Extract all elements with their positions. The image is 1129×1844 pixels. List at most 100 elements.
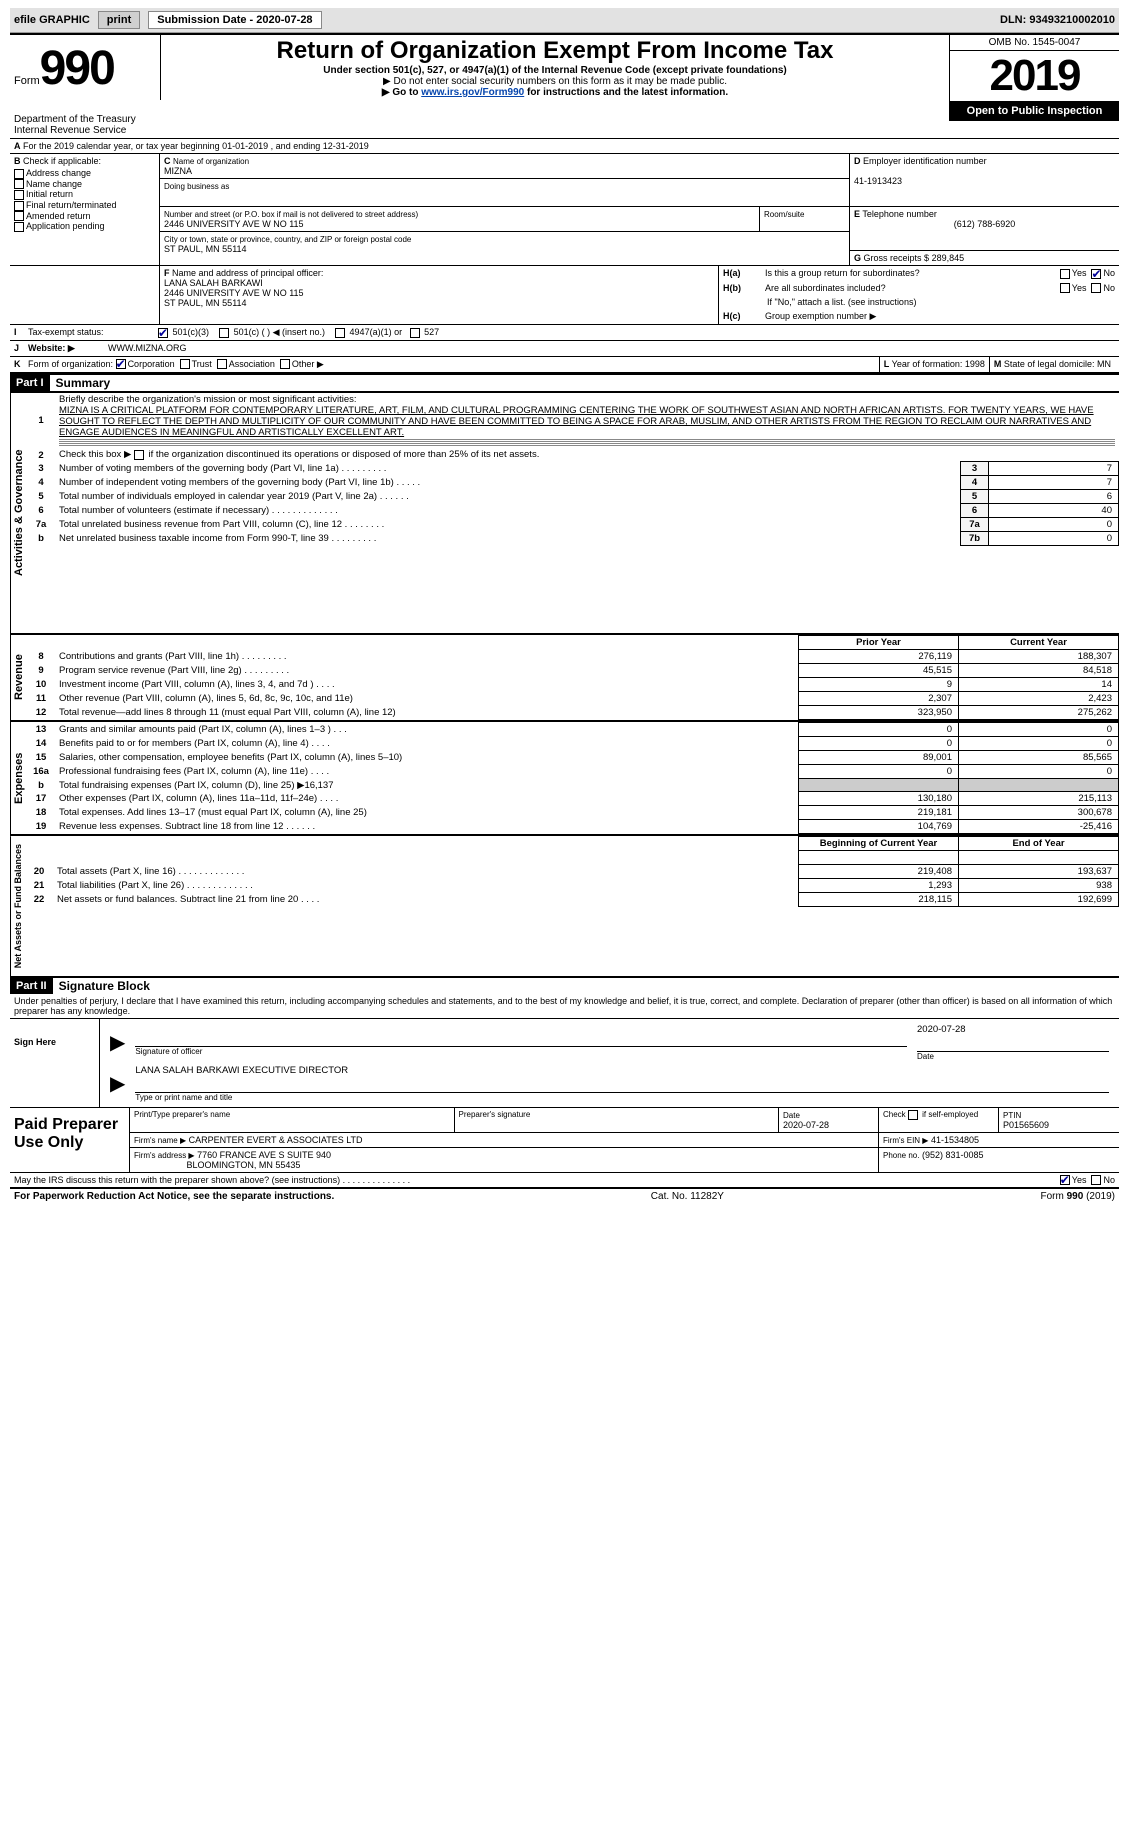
part-ii-title: Signature Block (53, 979, 150, 993)
website-value: WWW.MIZNA.ORG (108, 343, 187, 354)
cb-label: Initial return (26, 189, 73, 199)
curr-val: 14 (959, 678, 1119, 692)
m-prefix: M (994, 359, 1002, 369)
mission-text: MIZNA IS A CRITICAL PLATFORM FOR CONTEMP… (59, 405, 1094, 438)
dept-irs: Internal Revenue Service (14, 125, 154, 136)
cb-label: Application pending (26, 221, 105, 231)
instructions-link[interactable]: www.irs.gov/Form990 (421, 87, 524, 98)
ha-yes-checkbox[interactable] (1060, 269, 1070, 279)
box-c: C Name of organization MIZNA Doing busin… (160, 154, 849, 265)
line-a-text: For the 2019 calendar year, or tax year … (23, 141, 369, 151)
prior-val: 45,515 (799, 664, 959, 678)
cb-discontinued[interactable] (134, 450, 144, 460)
cb-other[interactable] (280, 359, 290, 369)
d-prefix: D (854, 156, 861, 166)
firm-name-label: Firm's name ▶ (134, 1136, 186, 1145)
cb-initial-return[interactable]: Initial return (14, 189, 155, 200)
curr-val: 0 (959, 737, 1119, 751)
ha-label: H(a) (723, 268, 765, 279)
line-text: Grants and similar amounts paid (Part IX… (55, 723, 799, 737)
part-i-bar: Part I (10, 375, 50, 391)
page-footer: For Paperwork Reduction Act Notice, see … (10, 1187, 1119, 1204)
open-inspection: Open to Public Inspection (950, 101, 1119, 121)
line-a-prefix: A (14, 141, 21, 151)
ptin-val: P01565609 (1003, 1120, 1049, 1130)
prior-val: 0 (799, 737, 959, 751)
line-text: Revenue less expenses. Subtract line 18 … (55, 820, 799, 834)
omb-number: OMB No. 1545-0047 (950, 35, 1119, 51)
line-2: 2 Check this box ▶ if the organization d… (27, 448, 1119, 462)
col-end: End of Year (959, 837, 1119, 851)
cb-self-employed[interactable] (908, 1110, 918, 1120)
firm-ein-label: Firm's EIN ▶ (883, 1136, 928, 1145)
self-employed: Check if self-employed (879, 1108, 999, 1132)
ha-no-checkbox[interactable] (1091, 269, 1101, 279)
expenses-group: Expenses 13Grants and similar amounts pa… (10, 720, 1119, 834)
end-val: 938 (959, 879, 1119, 893)
cb-501c3[interactable] (158, 328, 168, 338)
tax-year: 2019 (950, 51, 1119, 101)
firm-phone-val: (952) 831-0085 (922, 1150, 984, 1160)
part-ii-bar: Part II (10, 978, 53, 994)
opt-other: Other ▶ (292, 359, 324, 370)
g-prefix: G (854, 253, 861, 263)
line-16a: 16aProfessional fundraising fees (Part I… (27, 765, 1119, 779)
footer-form-no: 990 (1067, 1191, 1084, 1202)
discuss-no-checkbox[interactable] (1091, 1175, 1101, 1185)
prior-val: 104,769 (799, 820, 959, 834)
line-val: 40 (989, 504, 1119, 518)
firm-ein-val: 41-1534805 (931, 1135, 979, 1145)
line-text: Contributions and grants (Part VIII, lin… (55, 650, 799, 664)
cb-label: Amended return (26, 211, 91, 221)
hb-text: Are all subordinates included? (765, 283, 1005, 294)
firm-addr2: BLOOMINGTON, MN 55435 (187, 1160, 301, 1170)
hb-yes-checkbox[interactable] (1060, 283, 1070, 293)
beg-val: 1,293 (799, 879, 959, 893)
line2-text: Check this box ▶ if the organization dis… (59, 449, 539, 460)
cb-label: Final return/terminated (26, 200, 117, 210)
footer-left: For Paperwork Reduction Act Notice, see … (14, 1191, 334, 1202)
firm-addr1: 7760 FRANCE AVE S SUITE 940 (197, 1150, 331, 1160)
opt-4947: 4947(a)(1) or (350, 327, 403, 337)
prior-val: 9 (799, 678, 959, 692)
line-14: 14Benefits paid to or for members (Part … (27, 737, 1119, 751)
cb-final-return[interactable]: Final return/terminated (14, 200, 155, 211)
c-name-label: Name of organization (173, 157, 249, 166)
prior-val (799, 779, 959, 792)
cb-address-change[interactable]: Address change (14, 168, 155, 179)
cb-4947[interactable] (335, 328, 345, 338)
print-button[interactable]: print (98, 11, 140, 29)
line-9: 9Program service revenue (Part VIII, lin… (27, 664, 1119, 678)
cb-corporation[interactable] (116, 359, 126, 369)
title-block: Return of Organization Exempt From Incom… (160, 35, 949, 100)
discuss-yes-checkbox[interactable] (1060, 1175, 1070, 1185)
cb-trust[interactable] (180, 359, 190, 369)
cb-application-pending[interactable]: Application pending (14, 221, 155, 232)
line-val: 7 (989, 462, 1119, 476)
h-ifno: If "No," attach a list. (see instruction… (719, 295, 1119, 309)
k-prefix: K (14, 359, 28, 370)
c-prefix: C (164, 156, 171, 166)
m-label: State of legal domicile: (1004, 359, 1095, 369)
line-3: 3Number of voting members of the governi… (27, 462, 1119, 476)
line-text: Total unrelated business revenue from Pa… (55, 518, 961, 532)
line-text: Number of voting members of the governin… (55, 462, 961, 476)
pp-date-val: 2020-07-28 (783, 1120, 829, 1130)
note2-post: for instructions and the latest informat… (524, 87, 728, 98)
note-link-line: ▶ Go to www.irs.gov/Form990 for instruct… (167, 87, 943, 98)
hb-no-checkbox[interactable] (1091, 283, 1101, 293)
cb-name-change[interactable]: Name change (14, 179, 155, 190)
line-18: 18Total expenses. Add lines 13–17 (must … (27, 806, 1119, 820)
sign-here-label: Sign Here (10, 1019, 100, 1107)
curr-val: 275,262 (959, 706, 1119, 720)
cb-501c[interactable] (219, 328, 229, 338)
cb-amended-return[interactable]: Amended return (14, 211, 155, 222)
curr-val: -25,416 (959, 820, 1119, 834)
curr-val: 84,518 (959, 664, 1119, 678)
city-value: ST PAUL, MN 55114 (164, 244, 247, 254)
cb-527[interactable] (410, 328, 420, 338)
pp-date-label: Date (783, 1111, 800, 1120)
cb-association[interactable] (217, 359, 227, 369)
l-val: 1998 (965, 359, 985, 369)
subdate-value: 2020-07-28 (256, 14, 312, 26)
